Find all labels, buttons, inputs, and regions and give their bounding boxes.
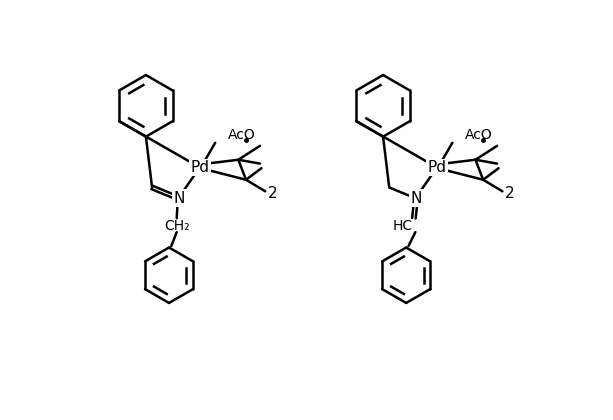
Text: Pd: Pd	[427, 160, 446, 175]
Text: AcO: AcO	[227, 128, 255, 142]
Text: 2: 2	[505, 186, 515, 201]
Text: 2: 2	[268, 186, 278, 201]
Text: N: N	[411, 191, 422, 206]
Text: AcO: AcO	[465, 128, 492, 142]
Text: CH₂: CH₂	[164, 219, 189, 233]
Text: HC: HC	[393, 219, 413, 233]
Text: Pd: Pd	[190, 160, 209, 175]
Text: N: N	[173, 191, 185, 206]
